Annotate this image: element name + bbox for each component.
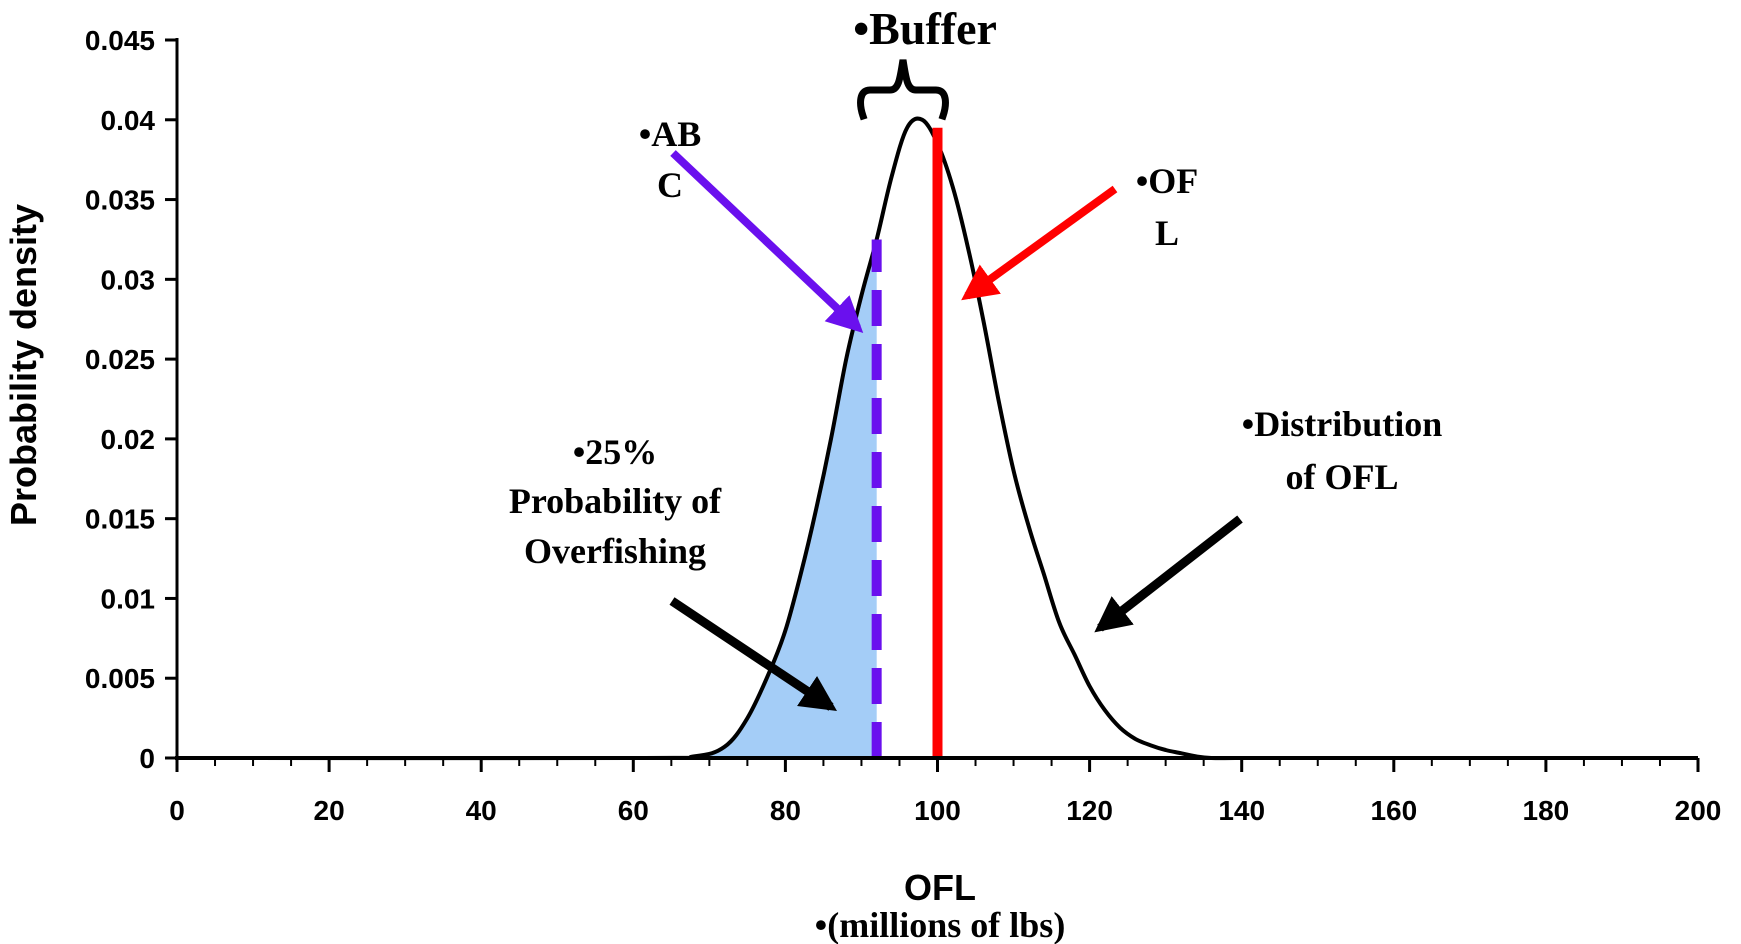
x-tick-label: 80 [770,795,801,826]
x-axis-subtitle: •(millions of lbs) [815,905,1066,944]
y-tick-label: 0.04 [101,105,156,136]
y-tick-label: 0.02 [101,424,156,455]
y-tick-label: 0.045 [85,25,155,56]
abc-label-line2: C [657,165,683,205]
x-tick-label: 140 [1218,795,1265,826]
abc-arrow [670,150,864,333]
y-axis-title: Probability density [3,204,44,526]
probability-label-line2: Probability of [509,481,722,521]
distribution-curve [176,116,1242,761]
buffer-brace [857,59,949,121]
distribution-label-line1: •Distribution [1242,404,1443,444]
y-tick-label: 0 [139,743,155,774]
distribution-curve-layer [176,116,1242,761]
abc-label-line1: •AB [639,114,702,154]
ofl-label-line2: L [1155,213,1179,253]
x-axis-title: OFL [904,867,976,908]
x-tick-label: 160 [1370,795,1417,826]
ofl-label-line1: •OF [1136,161,1199,201]
distribution-label-line2: of OFL [1286,457,1399,497]
x-tick-label: 200 [1675,795,1722,826]
probability-arrow [669,597,837,711]
y-tick-label: 0.005 [85,663,155,694]
x-tick-label: 20 [314,795,345,826]
x-tick-label: 60 [618,795,649,826]
probability-label-line1: •25% [573,432,658,472]
tick-labels-layer: 0 0.005 0.01 0.015 0.02 0.025 0.03 0.035 0.04 0.0… [85,25,1721,826]
y-tick-label: 0.01 [101,583,156,614]
distribution-arrow [1094,515,1243,633]
y-tick-label: 0.025 [85,344,155,375]
x-tick-label: 0 [169,795,185,826]
ofl-arrow [961,185,1118,301]
x-tick-label: 120 [1066,795,1113,826]
probability-label-line3: Overfishing [524,531,706,571]
x-tick-label: 40 [466,795,497,826]
axes-layer [165,38,1700,772]
y-tick-label: 0.03 [101,264,156,295]
x-tick-label: 100 [914,795,961,826]
y-tick-label: 0.015 [85,504,155,535]
buffer-label: •Buffer [853,3,997,54]
x-tick-label: 180 [1523,795,1570,826]
reference-lines-layer [871,127,943,758]
y-tick-label: 0.035 [85,185,155,216]
